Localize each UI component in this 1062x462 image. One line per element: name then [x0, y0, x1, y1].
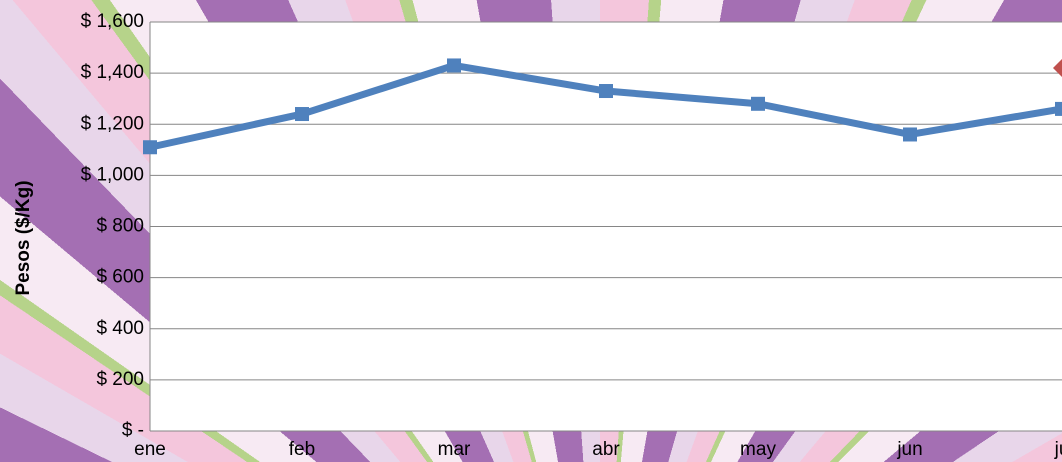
- marker: [599, 84, 613, 99]
- marker: [751, 96, 765, 111]
- marker: [1053, 59, 1062, 78]
- marker: [447, 58, 461, 73]
- y-tick-label: $ 400: [96, 318, 144, 339]
- marker: [143, 140, 157, 155]
- marker: [1055, 101, 1062, 116]
- y-tick-label: $ 600: [96, 267, 144, 288]
- y-tick-label: $ 800: [96, 216, 144, 237]
- y-tick-label: $ -: [122, 420, 144, 441]
- x-tick-label: mar: [438, 439, 471, 460]
- x-tick-label: abr: [592, 439, 620, 460]
- x-tick-label: may: [740, 439, 776, 460]
- y-tick-label: $ 1,200: [81, 113, 144, 134]
- y-axis-title: Pesos ($/Kg): [13, 180, 34, 295]
- marker: [295, 107, 309, 122]
- y-tick-label: $ 1,600: [81, 11, 144, 32]
- y-tick-label: $ 200: [96, 369, 144, 390]
- x-tick-label: ene: [134, 439, 166, 460]
- x-tick-label: jun: [896, 439, 922, 460]
- y-tick-label: $ 1,400: [81, 62, 144, 83]
- x-tick-label: feb: [289, 439, 315, 460]
- x-tick-label: ju: [1054, 439, 1062, 460]
- y-tick-label: $ 1,000: [81, 164, 144, 185]
- marker: [903, 127, 917, 142]
